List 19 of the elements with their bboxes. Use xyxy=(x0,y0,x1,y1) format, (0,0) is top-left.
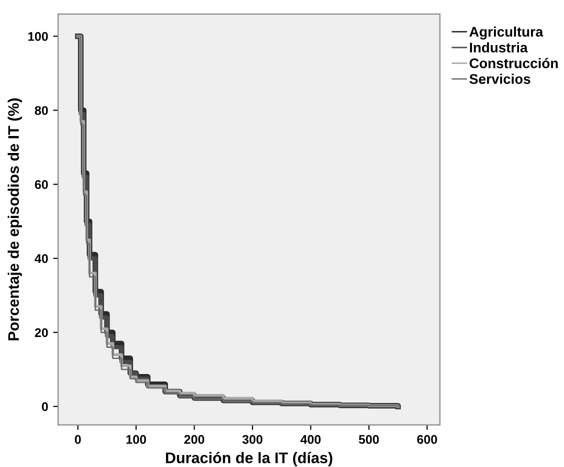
x-tick-label: 100 xyxy=(126,435,146,444)
y-tick-label: 60 xyxy=(34,180,48,189)
legend-label: Servicios xyxy=(469,74,530,84)
x-tick-label: 400 xyxy=(300,435,321,444)
legend-label: Industria xyxy=(470,42,528,52)
x-axis-title: Duración de la IT (días) xyxy=(166,452,332,466)
x-tick-label: 200 xyxy=(184,435,204,444)
x-tick-label: 500 xyxy=(358,435,379,444)
x-tick-label: 300 xyxy=(242,435,262,444)
x-tick-label: 0 xyxy=(74,435,81,444)
y-tick-label: 80 xyxy=(34,106,48,115)
legend-label: Construcción xyxy=(470,58,558,68)
y-tick-label: 100 xyxy=(28,32,48,41)
y-tick-label: 40 xyxy=(34,254,48,264)
legend-label: Agricultura xyxy=(469,26,544,40)
y-tick-label: 0 xyxy=(42,402,48,412)
x-tick-label: 600 xyxy=(417,435,438,444)
y-axis-title: Porcentaje de episodios de IT (%) xyxy=(8,98,22,340)
y-tick-label: 20 xyxy=(34,328,48,338)
